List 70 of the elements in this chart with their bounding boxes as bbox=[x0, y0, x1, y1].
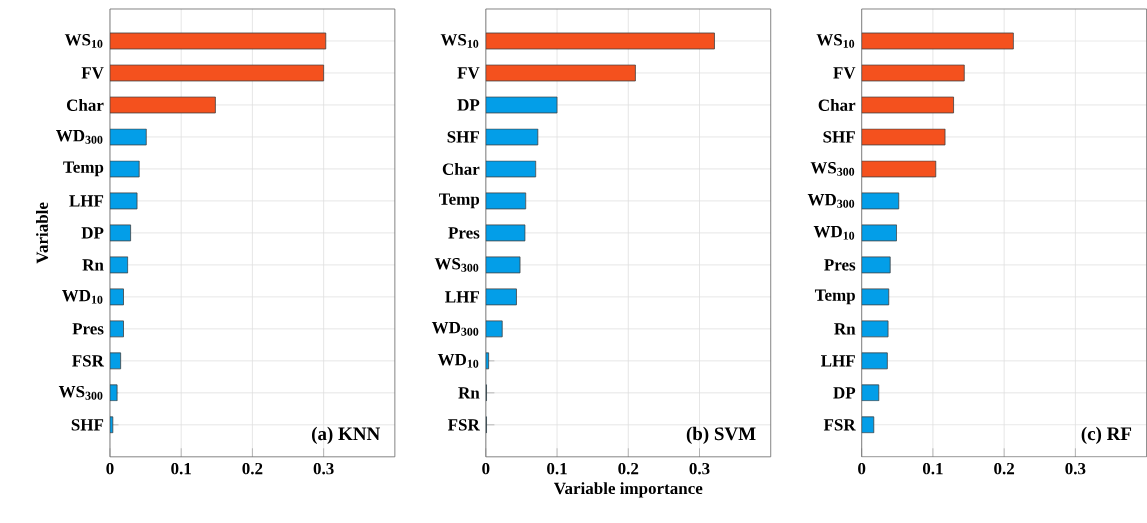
x-tick-label: 0.2 bbox=[994, 463, 1015, 475]
x-tick-label: 0.3 bbox=[1065, 463, 1086, 475]
y-tick-label: Char bbox=[442, 163, 480, 175]
bar bbox=[485, 32, 715, 50]
y-tick-label: Pres bbox=[72, 323, 104, 335]
y-tick-label: Rn bbox=[82, 259, 104, 271]
bar bbox=[485, 96, 558, 114]
x-tick-label: 0.3 bbox=[313, 463, 334, 475]
y-tick-label: DP bbox=[457, 99, 480, 111]
y-tick-label: WD$_{10}$ bbox=[437, 354, 479, 368]
y-tick-label: SHF bbox=[823, 131, 855, 143]
y-tick-label: Temp bbox=[439, 193, 480, 209]
y-tick-label: Temp bbox=[63, 161, 104, 177]
y-tick-label: WD$_{10}$ bbox=[813, 226, 855, 240]
y-tick-label: Pres bbox=[448, 227, 480, 239]
y-tick-label: FSR bbox=[72, 355, 105, 367]
y-tick-label: WS$_{10}$ bbox=[440, 34, 479, 48]
y-tick-label: DP bbox=[81, 227, 104, 239]
y-tick-label: Rn bbox=[834, 323, 856, 335]
y-tick-label: FSR bbox=[447, 419, 480, 431]
y-tick-label: WD$_{300}$ bbox=[807, 194, 855, 208]
annotation: (a) KNN bbox=[312, 426, 381, 445]
y-tick-label: FV bbox=[81, 67, 104, 79]
bar bbox=[861, 416, 875, 434]
y-tick-label: FV bbox=[457, 67, 480, 79]
y-tick-label: WD$_{300}$ bbox=[431, 322, 479, 336]
bar bbox=[861, 96, 954, 114]
bar bbox=[485, 128, 539, 146]
bar bbox=[861, 64, 965, 82]
y-tick-label: LHF bbox=[69, 195, 104, 207]
y-tick-label: WS$_{300}$ bbox=[810, 162, 855, 176]
y-tick-label: Rn bbox=[458, 387, 480, 399]
x-tick-label: 0 bbox=[106, 463, 114, 475]
y-tick-label: Pres bbox=[824, 259, 856, 271]
y-tick-label: WS$_{10}$ bbox=[64, 34, 103, 48]
y-tick-label: Temp bbox=[814, 289, 855, 305]
x-tick-label: 0.2 bbox=[242, 463, 263, 475]
x-tick-label: 0.3 bbox=[689, 463, 710, 475]
y-tick-label: SHF bbox=[447, 131, 479, 143]
bar bbox=[109, 32, 327, 50]
y-tick-label: WS$_{300}$ bbox=[58, 386, 103, 400]
y-tick-label: WS$_{300}$ bbox=[434, 258, 479, 272]
x-tick-label: 0.1 bbox=[922, 463, 943, 475]
y-tick-label: LHF bbox=[820, 355, 855, 367]
bar bbox=[109, 384, 118, 402]
y-tick-label: Char bbox=[66, 99, 104, 112]
x-axis-title: Variable importance bbox=[553, 482, 703, 498]
x-tick-label: 0.1 bbox=[171, 463, 191, 475]
y-tick-label: WS$_{10}$ bbox=[816, 34, 855, 48]
x-tick-label: 0.1 bbox=[547, 463, 567, 475]
bar bbox=[485, 64, 636, 82]
y-tick-label: WD$_{300}$ bbox=[56, 130, 103, 144]
bar bbox=[109, 416, 114, 434]
bar bbox=[109, 96, 216, 114]
y-tick-label: WD$_{10}$ bbox=[62, 290, 103, 304]
bar bbox=[861, 160, 937, 178]
annotation: (c) RF bbox=[1081, 426, 1132, 445]
y-tick-label: SHF bbox=[71, 419, 104, 431]
y-tick-label: Char bbox=[818, 99, 856, 112]
y-tick-label: LHF bbox=[445, 291, 479, 303]
y-tick-label: FV bbox=[833, 67, 856, 79]
bar bbox=[109, 64, 325, 82]
bar bbox=[109, 160, 140, 178]
y-tick-label: DP bbox=[833, 387, 856, 399]
x-tick-label: 0 bbox=[482, 463, 490, 475]
y-axis-title: Variable bbox=[36, 202, 49, 264]
x-tick-label: 0.2 bbox=[618, 463, 639, 475]
x-tick-label: 0 bbox=[858, 463, 866, 475]
y-tick-label: FSR bbox=[823, 419, 856, 431]
annotation: (b) SVM bbox=[686, 426, 756, 445]
